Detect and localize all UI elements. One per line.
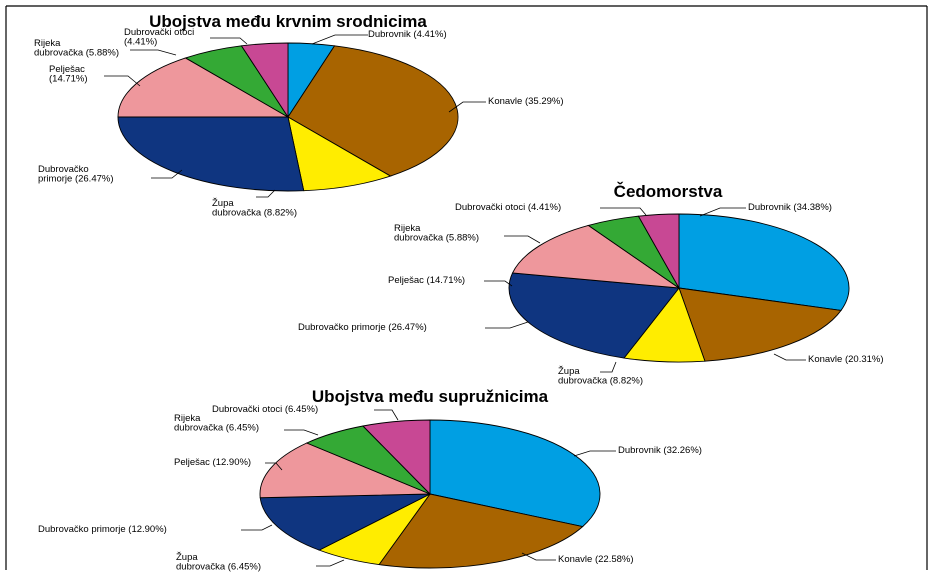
pie-slice-zupa-dubrovacka	[287, 116, 392, 192]
pie-slice-peljesac	[259, 442, 431, 499]
slice-label-line: dubrovačka (6.45%)	[176, 562, 261, 573]
slice-label-peljesac: Pelješac (12.90%)	[174, 457, 251, 468]
slice-label-line: Župa	[212, 198, 234, 209]
leader-line-peljesac	[104, 75, 141, 87]
slice-label-line: Pelješac (12.90%)	[174, 457, 251, 468]
slice-label-line: Konavle (22.58%)	[558, 554, 634, 565]
pie-slice-dubrovacko-primorje	[117, 116, 305, 192]
slice-label-line: Dubrovnik (34.38%)	[748, 202, 832, 213]
leader-line-dubrovacko-primorje	[485, 321, 529, 329]
pie-slice-dubrovacki-otoci	[362, 419, 431, 496]
pie-slice-peljesac	[511, 224, 681, 289]
chart-title: Ubojstva među supružnicima	[312, 387, 549, 406]
leader-line-dubrovacko-primorje	[151, 169, 183, 179]
slice-label-line: Dubrovački otoci (6.45%)	[212, 404, 318, 415]
slice-label-dubrovnik: Dubrovnik (32.26%)	[618, 445, 702, 456]
slice-label-konavle: Konavle (20.31%)	[808, 354, 884, 365]
slice-label-konavle: Konavle (35.29%)	[488, 96, 564, 107]
leader-line-peljesac	[484, 280, 513, 287]
slice-label-dubrovacki-otoci: Dubrovački otoci (6.45%)	[212, 404, 318, 415]
slice-label-line: Konavle (35.29%)	[488, 96, 564, 107]
pie-chart-kin-homicides: Dubrovnik (4.41%)Konavle (35.29%)Župa dub…	[34, 12, 564, 219]
slice-label-line: Župa	[558, 366, 580, 377]
pie-slice-konavle	[287, 45, 459, 177]
pie-slice-peljesac	[117, 57, 290, 118]
leader-line-zupa-dubrovacka	[256, 189, 276, 198]
slice-label-line: Dubrovnik (32.26%)	[618, 445, 702, 456]
pie-slice-dubrovnik	[678, 213, 850, 311]
pie-slice-dubrovacki-otoci	[637, 213, 680, 290]
leader-line-dubrovacki-otoci	[600, 207, 647, 216]
pie-slice-dubrovnik	[429, 419, 601, 528]
pie-slice-dubrovacki-otoci	[240, 42, 289, 119]
slice-label-dubrovacko-primorje: Dubrovačko primorje (12.90%)	[38, 524, 167, 535]
leader-line-dubrovacki-otoci	[210, 37, 248, 45]
slice-label-dubrovacki-otoci: Dubrovački otoci (4.41%)	[455, 202, 561, 213]
slice-label-line: Dubrovačko primorje (12.90%)	[38, 524, 167, 535]
slice-label-line: Rijeka	[34, 38, 61, 49]
chart-title: Čedomorstva	[614, 182, 723, 201]
pie-chart-infanticides: Dubrovnik (34.38%)Konavle (20.31%)Župa du…	[298, 182, 884, 387]
pie-chart-spousal-homicides: Dubrovnik (32.26%)Konavle (22.58%)Župa du…	[38, 387, 702, 573]
slice-label-line: dubrovačka (6.45%)	[174, 423, 259, 434]
slice-label-line: (4.41%)	[124, 37, 157, 48]
slice-label-zupa-dubrovacka: Župa dubrovačka (6.45%)	[176, 552, 261, 573]
slice-label-dubrovacko-primorje: Dubrovačko primorje (26.47%)	[38, 164, 114, 185]
leader-line-dubrovacki-otoci	[374, 409, 399, 421]
slice-label-dubrovacko-primorje: Dubrovačko primorje (26.47%)	[298, 322, 427, 333]
slice-label-line: dubrovačka (5.88%)	[394, 233, 479, 244]
slice-label-line: Rijeka	[174, 413, 201, 424]
slice-label-line: dubrovačka (8.82%)	[558, 376, 643, 387]
slice-label-line: (14.71%)	[49, 74, 88, 85]
slice-label-line: dubrovačka (5.88%)	[34, 48, 119, 59]
leader-line-rijeka-dubrovacka	[130, 49, 177, 56]
slice-label-rijeka-dubrovacka: Rijeka dubrovačka (5.88%)	[394, 223, 479, 244]
slice-label-line: Dubrovački otoci (4.41%)	[455, 202, 561, 213]
slice-label-zupa-dubrovacka: Župa dubrovačka (8.82%)	[558, 366, 643, 387]
pie-slice-dubrovacko-primorje	[259, 493, 431, 551]
slice-label-line: dubrovačka (8.82%)	[212, 208, 297, 219]
slice-label-line: Dubrovačko primorje (26.47%)	[298, 322, 427, 333]
leader-line-konavle	[773, 353, 806, 361]
slice-label-rijeka-dubrovacka: Rijeka dubrovačka (5.88%)	[34, 38, 119, 59]
slice-label-line: primorje (26.47%)	[38, 174, 114, 185]
leader-line-konavle	[521, 552, 556, 561]
slice-label-line: Pelješac	[49, 64, 85, 75]
leader-line-dubrovacko-primorje	[241, 524, 273, 531]
slice-label-line: Rijeka	[394, 223, 421, 234]
slice-label-konavle: Konavle (22.58%)	[558, 554, 634, 565]
leader-line-dubrovnik	[573, 450, 616, 457]
slice-label-line: Pelješac (14.71%)	[388, 275, 465, 286]
leader-line-peljesac	[265, 462, 283, 471]
leader-line-dubrovnik	[699, 207, 746, 217]
leader-line-konavle	[448, 101, 486, 113]
leader-line-rijeka-dubrovacka	[504, 235, 541, 244]
slice-label-peljesac: Pelješac (14.71%)	[388, 275, 465, 286]
slice-label-dubrovnik: Dubrovnik (4.41%)	[368, 29, 447, 40]
slice-label-dubrovacki-otoci: Dubrovački otoci (4.41%)	[124, 27, 194, 48]
leader-line-dubrovnik	[311, 34, 368, 45]
slice-label-line: Dubrovnik (4.41%)	[368, 29, 447, 40]
slice-label-line: Dubrovačko	[38, 164, 89, 175]
chart-title: Ubojstva među krvnim srodnicima	[149, 12, 427, 31]
pie-slice-konavle	[378, 493, 584, 569]
leader-line-zupa-dubrovacka	[316, 559, 345, 567]
slice-label-rijeka-dubrovacka: Rijeka dubrovačka (6.45%)	[174, 413, 259, 434]
slice-label-line: Dubrovački otoci	[124, 27, 194, 38]
leader-line-rijeka-dubrovacka	[284, 429, 319, 436]
slice-label-line: Konavle (20.31%)	[808, 354, 884, 365]
slice-label-line: Župa	[176, 552, 198, 563]
slice-label-dubrovnik: Dubrovnik (34.38%)	[748, 202, 832, 213]
slice-label-zupa-dubrovacka: Župa dubrovačka (8.82%)	[212, 198, 297, 219]
pie-slice-konavle	[678, 287, 842, 362]
leader-line-zupa-dubrovacka	[600, 361, 617, 373]
slice-label-peljesac: Pelješac (14.71%)	[49, 64, 88, 85]
